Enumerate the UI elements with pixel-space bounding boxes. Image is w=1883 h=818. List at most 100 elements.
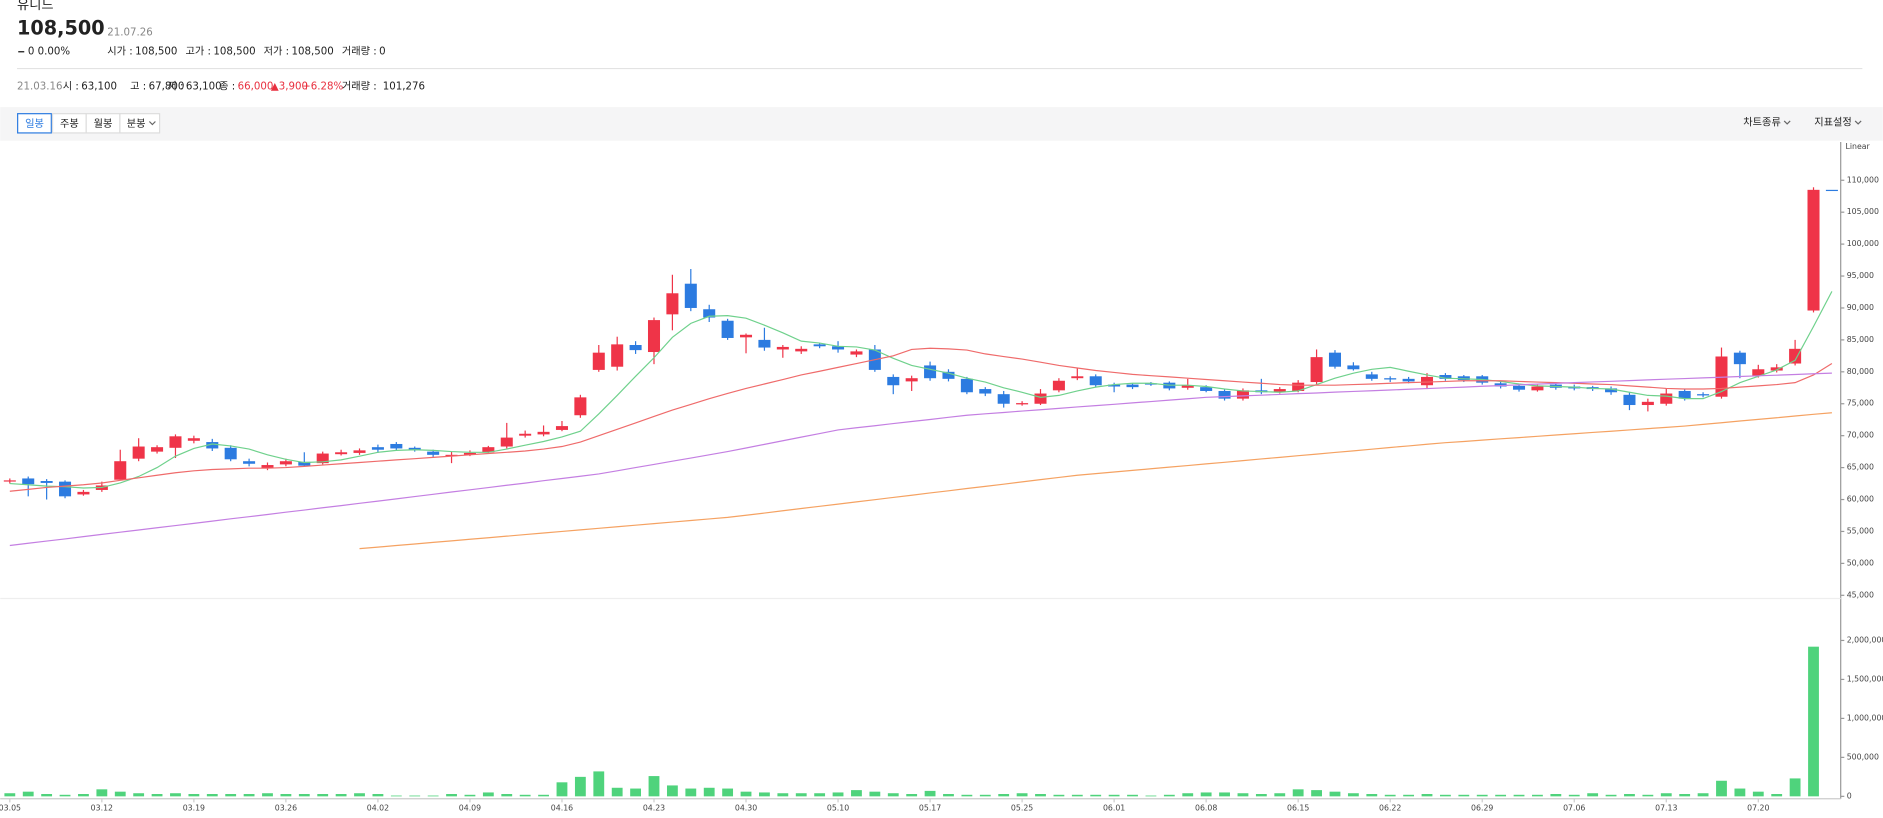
- volume-bar: [722, 788, 734, 797]
- chart-type-menu[interactable]: 차트종류: [1743, 117, 1781, 129]
- volume-bar: [998, 794, 1010, 797]
- candle-body: [1218, 390, 1231, 399]
- y-tick-label: 55,000: [1847, 526, 1874, 535]
- volume-bar: [22, 791, 34, 797]
- candle-body: [1531, 386, 1544, 391]
- interval-label[interactable]: 월봉: [94, 118, 113, 130]
- candle-body: [335, 452, 348, 455]
- candle-body: [316, 453, 329, 464]
- hover-volume: 101,276: [383, 82, 425, 93]
- candle-body: [40, 481, 53, 483]
- volume-bar: [1789, 778, 1801, 797]
- interval-label[interactable]: 주봉: [60, 118, 79, 130]
- interval-button[interactable]: [119, 113, 161, 134]
- volume-bar: [133, 793, 145, 797]
- candle-body: [629, 345, 642, 351]
- candle-body: [703, 309, 716, 318]
- interval-button[interactable]: [17, 113, 52, 134]
- candle-body: [979, 389, 992, 394]
- candle-body: [1071, 376, 1084, 379]
- candle-body: [519, 433, 532, 436]
- volume-bar: [1292, 789, 1304, 797]
- candle-body: [206, 442, 219, 449]
- volume-bar: [4, 793, 16, 797]
- y-tick-label: 105,000: [1847, 207, 1879, 216]
- indicator-menu[interactable]: 지표설정: [1814, 117, 1852, 129]
- candle-body: [169, 436, 182, 448]
- interval-label[interactable]: 일봉: [25, 118, 44, 130]
- candle-body: [592, 352, 605, 370]
- volume-bar: [924, 790, 936, 797]
- candle-body: [960, 378, 973, 393]
- stat-value: 108,500: [292, 47, 334, 58]
- candle-body: [77, 491, 90, 495]
- stat-value: 108,500: [135, 47, 177, 58]
- candle-body: [1365, 374, 1378, 379]
- chevron: [148, 121, 156, 126]
- candle-body: [243, 461, 256, 464]
- volume-bar: [1016, 793, 1028, 797]
- candle-body: [1420, 376, 1434, 386]
- candle-body: [132, 446, 145, 459]
- stat-label: 고가 :: [185, 46, 211, 58]
- candle-body: [1605, 388, 1618, 393]
- x-tick-label: 06.22: [1379, 803, 1401, 812]
- candle-body: [813, 344, 826, 347]
- stat-value: 108,500: [213, 47, 255, 58]
- candle-body: [151, 447, 164, 452]
- y-tick-label: 50,000: [1847, 558, 1874, 567]
- volume-bar: [1458, 794, 1470, 797]
- volume-bar: [1182, 793, 1194, 797]
- candle-body: [555, 426, 568, 430]
- candle-body: [1292, 382, 1305, 391]
- candle-body: [279, 461, 292, 465]
- x-tick-label: 05.17: [919, 803, 941, 812]
- hover-value: 63,100: [186, 82, 222, 93]
- volume-bar: [574, 776, 586, 797]
- candle-body: [1126, 384, 1139, 388]
- volume-bar: [1403, 794, 1415, 797]
- x-tick-label: 04.02: [367, 803, 389, 812]
- volume-bar: [869, 791, 881, 797]
- volume-bar: [372, 794, 384, 797]
- volume-bar: [630, 788, 642, 797]
- candle-body: [776, 346, 789, 350]
- x-tick-label: 07.06: [1563, 803, 1585, 812]
- volume-bar: [354, 793, 365, 797]
- volume-bar: [151, 794, 163, 797]
- y-tick-label: 80,000: [1847, 367, 1874, 376]
- volume-bar: [41, 794, 53, 797]
- x-tick-label: 05.10: [827, 803, 849, 812]
- candle-body: [850, 351, 863, 355]
- candle-body: [114, 461, 127, 480]
- candle-body: [1752, 369, 1765, 376]
- volume-bar: [851, 790, 862, 797]
- volume-bar: [887, 793, 899, 797]
- hover-date: 21.03.16: [17, 82, 63, 93]
- volume-bar: [556, 782, 568, 797]
- candle-body: [1384, 378, 1397, 380]
- hover-value: 63,100: [81, 82, 117, 93]
- candle-body: [887, 376, 900, 386]
- candle-body: [758, 339, 771, 348]
- candle-body: [1513, 385, 1526, 390]
- price-change: 0 0.00%: [28, 47, 71, 58]
- y-tick-label: 65,000: [1847, 463, 1874, 472]
- candle-body: [795, 348, 808, 352]
- x-tick-label: 06.01: [1103, 803, 1125, 812]
- candle-body: [721, 320, 734, 338]
- y-tick-label: 85,000: [1847, 335, 1874, 344]
- x-tick-label: 07.13: [1655, 803, 1677, 812]
- interval-label[interactable]: 분봉: [127, 118, 146, 130]
- volume-bar: [1697, 793, 1709, 797]
- volume-bar: [1163, 794, 1175, 797]
- volume-bar: [979, 794, 991, 797]
- candle-body: [1807, 189, 1820, 311]
- volume-bar: [1127, 794, 1138, 797]
- volume-bar: [225, 794, 237, 797]
- candle-body: [1641, 401, 1654, 406]
- candle-body: [1494, 383, 1507, 387]
- volume-bar: [1605, 794, 1617, 797]
- hover-volume-label: 거래량 :: [342, 81, 377, 93]
- volume-bar: [1200, 792, 1212, 797]
